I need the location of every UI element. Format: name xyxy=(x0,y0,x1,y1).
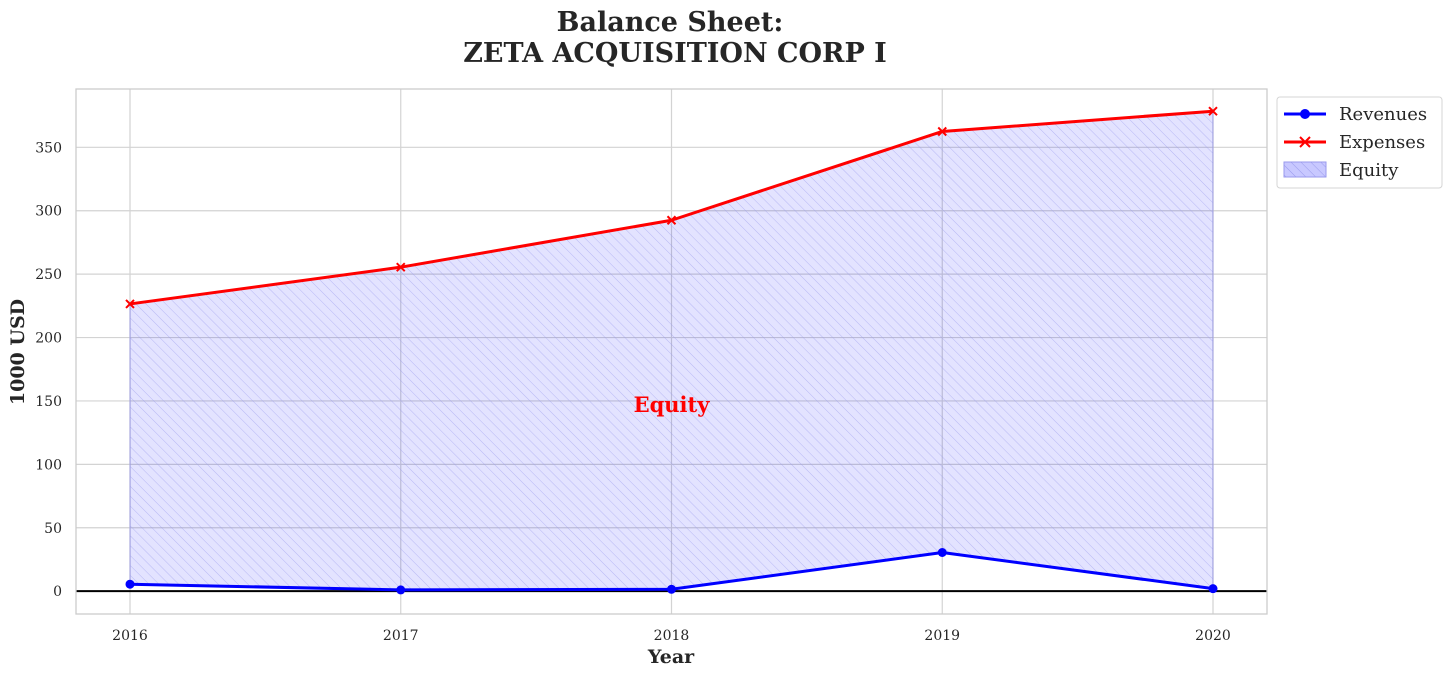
equity-annotation: Equity xyxy=(634,392,711,417)
point-expenses-2020 xyxy=(1208,106,1218,116)
legend-label-expenses: Expenses xyxy=(1339,132,1425,153)
point-revenues-2019 xyxy=(937,547,947,557)
y-tick-label-100: 100 xyxy=(35,457,62,473)
x-tick-label-2016: 2016 xyxy=(112,628,148,644)
chart-title: Balance Sheet: ZETA ACQUISITION CORP I xyxy=(463,7,887,69)
y-tick-label-200: 200 xyxy=(35,331,62,347)
equity-hatch xyxy=(130,111,1213,590)
legend-label-revenues: Revenues xyxy=(1339,104,1427,125)
x-tick-label-2017: 2017 xyxy=(383,628,419,644)
x-tick-label-2020: 2020 xyxy=(1195,628,1231,644)
point-expenses-2019 xyxy=(937,126,947,137)
chart-title-line1: Balance Sheet: xyxy=(557,7,784,38)
point-revenues-2018 xyxy=(667,584,676,594)
legend-marker-revenues xyxy=(1300,109,1310,119)
legend: Revenues Expenses Equity xyxy=(1276,96,1443,189)
legend-hatch-equity xyxy=(1284,162,1326,177)
plot-frame xyxy=(75,88,1268,615)
point-expenses-2018 xyxy=(666,215,677,225)
point-expenses-2017 xyxy=(396,262,406,272)
point-expenses-2016 xyxy=(125,299,135,309)
legend-label-equity: Equity xyxy=(1339,160,1399,181)
y-tick-label-350: 350 xyxy=(35,140,62,156)
y-tick-label-50: 50 xyxy=(44,521,62,537)
y-tick-label-250: 250 xyxy=(35,267,62,283)
y-tick-label-0: 0 xyxy=(53,584,62,600)
chart-title-line2: ZETA ACQUISITION CORP I xyxy=(463,38,887,69)
y-tick-label-300: 300 xyxy=(35,204,62,220)
point-revenues-2020 xyxy=(1208,584,1218,594)
point-revenues-2017 xyxy=(396,585,406,595)
y-axis-label: 1000 USD xyxy=(7,299,29,405)
x-tick-label-2019: 2019 xyxy=(924,628,960,644)
x-axis-label: Year xyxy=(647,646,695,668)
x-tick-label-2018: 2018 xyxy=(654,628,690,644)
legend-marker-expenses xyxy=(1299,136,1311,148)
tick-labels: 0 50 100 150 200 250 300 350 2016 2017 2018 2019 202… xyxy=(35,140,1231,644)
point-revenues-2016 xyxy=(125,579,135,589)
series-lines xyxy=(125,106,1218,595)
y-tick-label-150: 150 xyxy=(35,394,62,410)
